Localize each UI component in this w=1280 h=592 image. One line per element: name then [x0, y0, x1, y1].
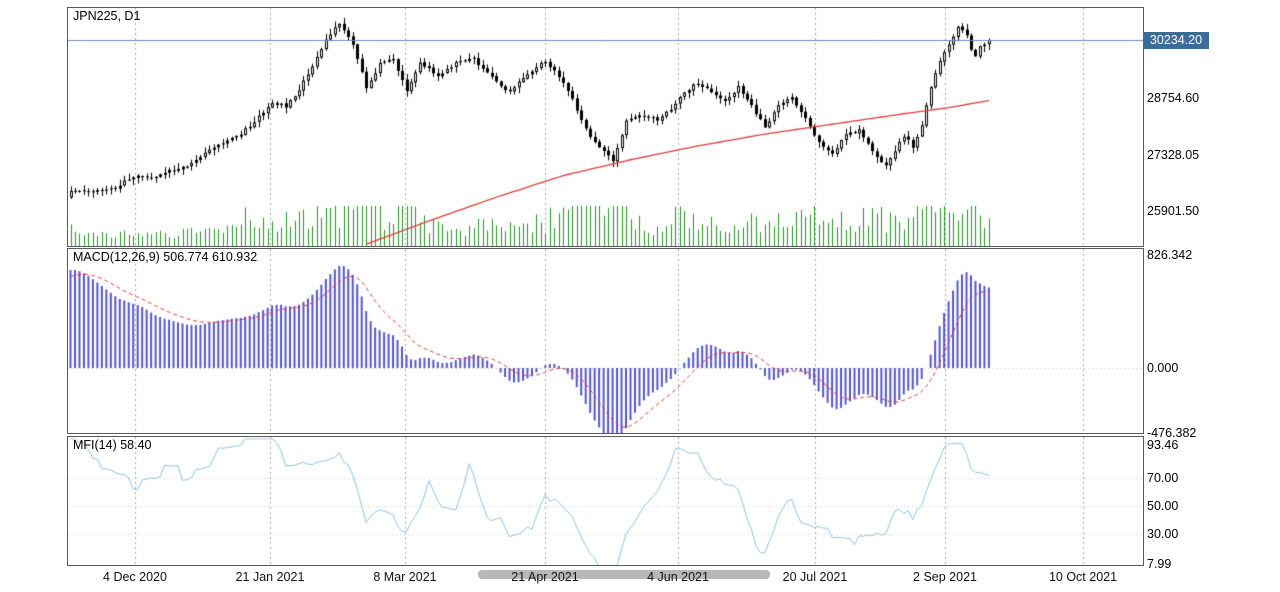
date-label: 21 Jan 2021: [235, 570, 305, 584]
price-axis-tick: 25901.50: [1147, 204, 1200, 218]
macd-axis-tick: 0.000: [1147, 361, 1179, 375]
date-label: 10 Oct 2021: [1048, 570, 1118, 584]
price-panel: JPN225, D1: [67, 7, 1144, 247]
price-axis-tick: 28754.60: [1147, 91, 1200, 105]
macd-chart-canvas[interactable]: [68, 249, 1143, 433]
date-label: 4 Jun 2021: [647, 570, 709, 584]
date-label: 8 Mar 2021: [373, 570, 437, 584]
mfi-panel: MFI(14) 58.40: [67, 436, 1144, 566]
mfi-axis-tick: 30.00: [1147, 527, 1179, 541]
mfi-axis-tick: 93.46: [1147, 438, 1179, 452]
macd-panel: MACD(12,26,9) 506.774 610.932: [67, 248, 1144, 434]
horizontal-scrollbar-thumb[interactable]: [478, 570, 770, 579]
mfi-chart-canvas[interactable]: [68, 437, 1143, 565]
price-chart-canvas[interactable]: [68, 8, 1143, 246]
macd-axis-tick: -476.382: [1147, 426, 1197, 440]
price-axis-tick: 27328.05: [1147, 148, 1200, 162]
mfi-axis-tick: 70.00: [1147, 471, 1179, 485]
date-label: 20 Jul 2021: [782, 570, 848, 584]
date-label: 21 Apr 2021: [511, 570, 579, 584]
date-label: 2 Sep 2021: [913, 570, 977, 584]
mfi-axis-tick: 7.99: [1147, 557, 1172, 571]
macd-axis-tick: 826.342: [1147, 248, 1193, 262]
date-label: 4 Dec 2020: [103, 570, 167, 584]
current-price-tag: 30234.20: [1143, 32, 1209, 49]
mfi-axis-tick: 50.00: [1147, 499, 1179, 513]
